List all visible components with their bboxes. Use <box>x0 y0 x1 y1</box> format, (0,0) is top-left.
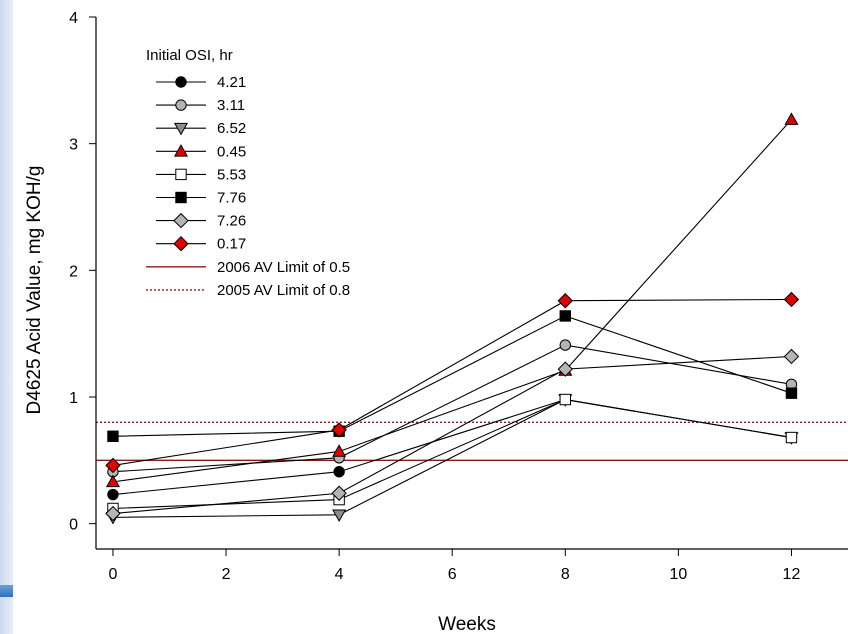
legend-label-7.26: 7.26 <box>217 213 246 230</box>
x-tick-label: 4 <box>335 566 344 583</box>
series-line-0.17 <box>112 298 792 466</box>
data-point-0.17-week-12 <box>783 291 800 308</box>
legend-label-0.17: 0.17 <box>217 236 246 253</box>
data-point-7.76-week-12 <box>785 387 798 399</box>
legend-label-reference-2: 2005 AV Limit of 0.8 <box>217 282 350 299</box>
data-point-7.26-week-12 <box>783 348 800 365</box>
legend-label-reference-1: 2006 AV Limit of 0.5 <box>217 259 350 276</box>
legend-marker-7.26 <box>173 212 189 229</box>
data-point-7.76-week-8 <box>559 310 571 322</box>
y-tick-label: 3 <box>69 137 78 154</box>
series-line-7.26 <box>112 355 792 515</box>
data-point-0.17-week-0 <box>105 457 121 474</box>
data-point-0.45-week-12 <box>784 112 799 125</box>
legend-title: Initial OSI, hr <box>146 47 233 64</box>
legend-label-7.76: 7.76 <box>217 190 246 207</box>
legend-marker-5.53 <box>175 168 187 181</box>
data-point-4.21-week-4 <box>333 466 345 478</box>
series-line-5.53 <box>112 398 792 510</box>
legend-marker-3.11 <box>175 99 187 111</box>
data-point-7.26-week-4 <box>331 485 347 501</box>
data-point-0.17-week-4 <box>331 422 347 438</box>
legend-label-3.11: 3.11 <box>217 97 245 114</box>
x-axis-title: Weeks <box>438 614 496 634</box>
left-decoration-band <box>0 585 13 597</box>
legend-label-5.53: 5.53 <box>217 166 246 183</box>
y-tick-label: 2 <box>69 263 78 280</box>
y-tick-label: 1 <box>69 390 78 407</box>
data-point-6.52-week-4 <box>332 509 347 523</box>
x-tick-label: 2 <box>222 566 231 583</box>
y-tick-label: 0 <box>69 517 78 534</box>
series-line-0.45 <box>112 119 792 483</box>
data-point-0.45-week-4 <box>332 444 347 457</box>
legend-label-0.45: 0.45 <box>217 143 246 160</box>
x-tick-label: 12 <box>783 566 801 583</box>
data-point-7.26-week-0 <box>105 505 121 522</box>
y-tick-label: 4 <box>69 10 78 27</box>
data-point-4.21-week-0 <box>107 488 119 501</box>
legend-marker-0.45 <box>173 144 189 157</box>
left-decoration-strip <box>0 0 13 634</box>
legend-label-6.52: 6.52 <box>217 120 246 137</box>
legend-marker-7.76 <box>175 191 187 204</box>
x-tick-label: 10 <box>669 566 687 583</box>
y-axis-title: D4625 Acid Value, mg KOH/g <box>24 166 45 415</box>
data-point-7.26-week-8 <box>557 361 574 377</box>
series-line-6.52 <box>112 398 792 518</box>
data-point-3.11-week-8 <box>559 339 571 351</box>
legend-label-4.21: 4.21 <box>217 74 246 91</box>
data-point-5.53-week-12 <box>785 431 798 444</box>
data-point-5.53-week-8 <box>559 393 571 406</box>
legend-marker-6.52 <box>173 122 189 136</box>
x-tick-label: 6 <box>448 566 457 583</box>
data-point-0.17-week-8 <box>557 293 574 309</box>
series-line-3.11 <box>112 344 792 473</box>
legend-marker-4.21 <box>175 76 187 88</box>
legend-marker-0.17 <box>173 235 189 252</box>
series-line-7.76 <box>112 315 792 437</box>
data-point-0.45-week-0 <box>105 474 121 488</box>
series-line-4.21 <box>112 398 792 496</box>
data-point-7.76-week-0 <box>107 430 119 442</box>
x-tick-label: 0 <box>109 566 118 583</box>
x-tick-label: 8 <box>561 566 570 583</box>
